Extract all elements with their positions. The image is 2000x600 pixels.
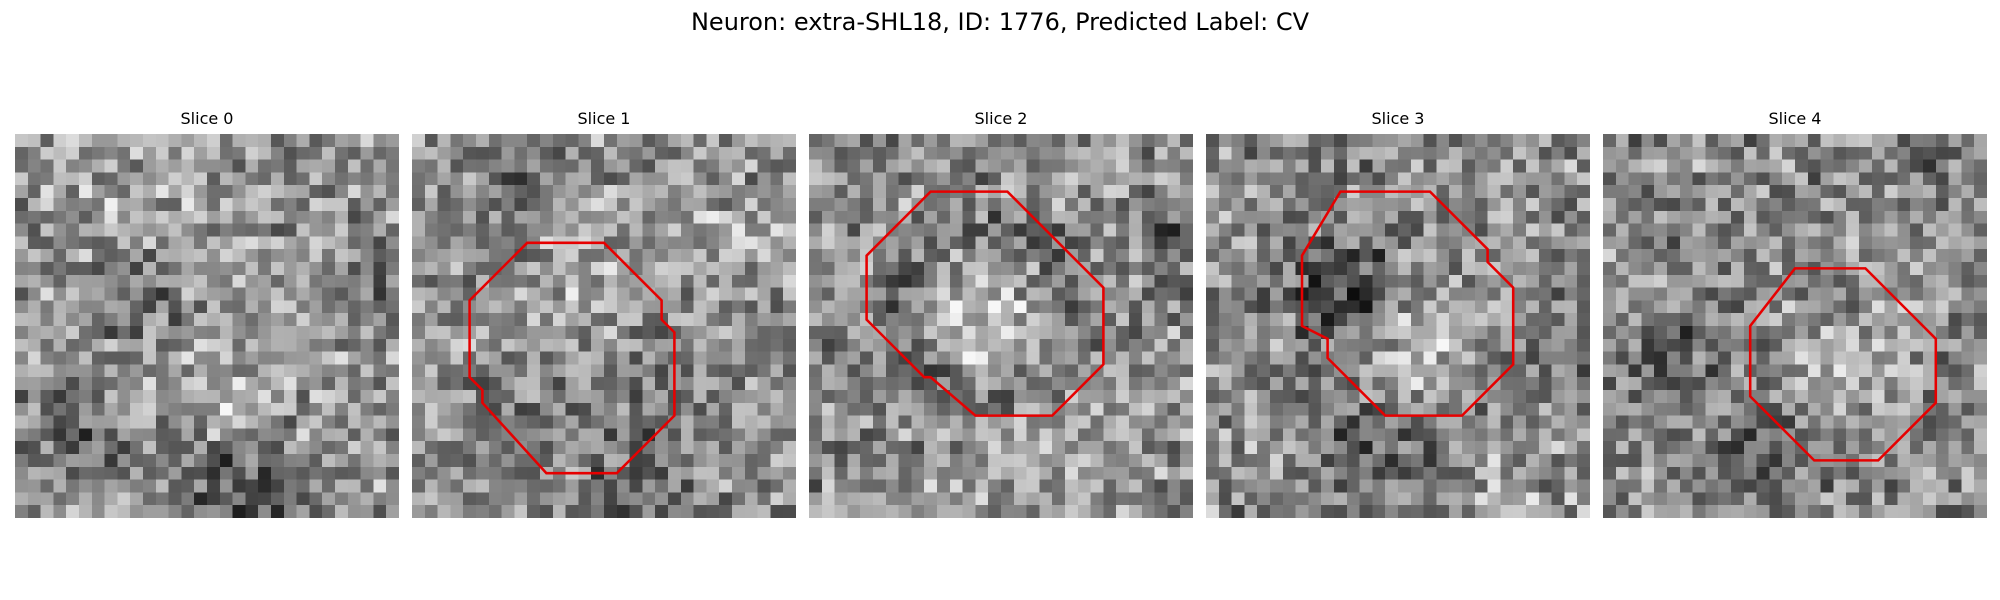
pixel-grid bbox=[15, 134, 399, 518]
roi-outline bbox=[1748, 267, 1938, 462]
slice-panel-1: Slice 1 bbox=[412, 108, 796, 518]
slice-title-4: Slice 4 bbox=[1768, 109, 1822, 128]
slice-title-0: Slice 0 bbox=[180, 109, 234, 128]
slice-image-2 bbox=[809, 134, 1193, 518]
slice-image-1 bbox=[412, 134, 796, 518]
roi-outline bbox=[468, 241, 676, 475]
slice-panel-0: Slice 0 bbox=[15, 108, 399, 518]
slice-title-1: Slice 1 bbox=[577, 109, 631, 128]
slice-image-0 bbox=[15, 134, 399, 518]
roi-outline bbox=[1300, 190, 1515, 417]
slice-image-3 bbox=[1206, 134, 1590, 518]
pixel-grid bbox=[1206, 134, 1590, 518]
slice-title-3: Slice 3 bbox=[1371, 109, 1425, 128]
slice-title-2: Slice 2 bbox=[974, 109, 1028, 128]
slice-panel-4: Slice 4 bbox=[1603, 108, 1987, 518]
figure-title: Neuron: extra-SHL18, ID: 1776, Predicted… bbox=[690, 8, 1310, 36]
slice-panel-3: Slice 3 bbox=[1206, 108, 1590, 518]
slice-panel-2: Slice 2 bbox=[809, 108, 1193, 518]
roi-outline bbox=[865, 190, 1105, 417]
pixel-grid bbox=[809, 134, 1193, 518]
slice-image-4 bbox=[1603, 134, 1987, 518]
pixel-grid bbox=[1603, 134, 1987, 518]
pixel-grid bbox=[412, 134, 796, 518]
